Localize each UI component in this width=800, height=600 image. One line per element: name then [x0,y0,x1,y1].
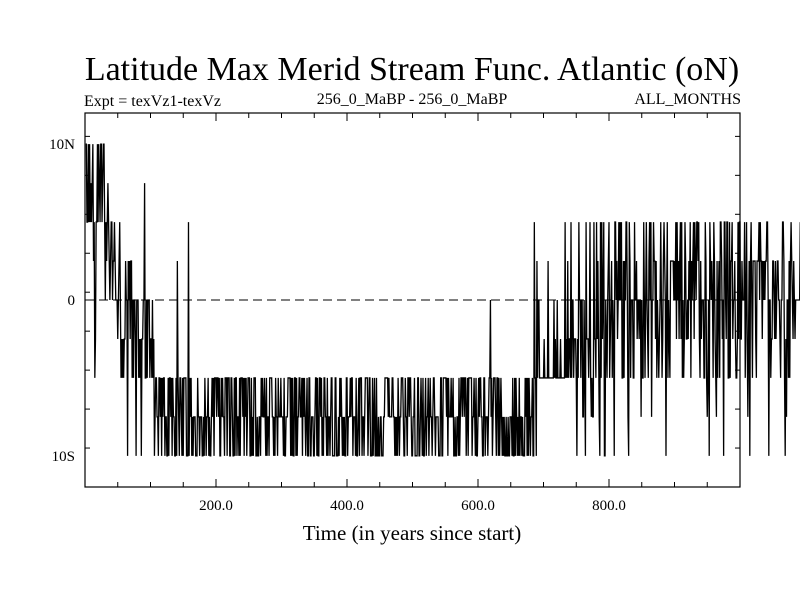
x-tick-label: 400.0 [330,498,364,514]
x-tick-label: 600.0 [461,498,495,514]
y-tick-label: 0 [68,293,76,309]
series-line [85,143,800,457]
y-tick-label: 10N [49,137,75,153]
plot-area: 200.0 400.0 600.0 800.0 10N 0 10S [49,112,800,514]
subtitle-left: Expt = texVz1-texVz [84,93,221,110]
subtitle-center: 256_0_MaBP - 256_0_MaBP [317,91,508,108]
x-tick-label: 200.0 [199,498,233,514]
chart-title: Latitude Max Merid Stream Func. Atlantic… [85,51,739,88]
subtitle-right: ALL_MONTHS [634,91,741,108]
y-tick-label: 10S [52,449,75,465]
x-axis-label: Time (in years since start) [303,521,522,545]
x-tick-label: 800.0 [592,498,626,514]
plot-frame [84,112,741,488]
